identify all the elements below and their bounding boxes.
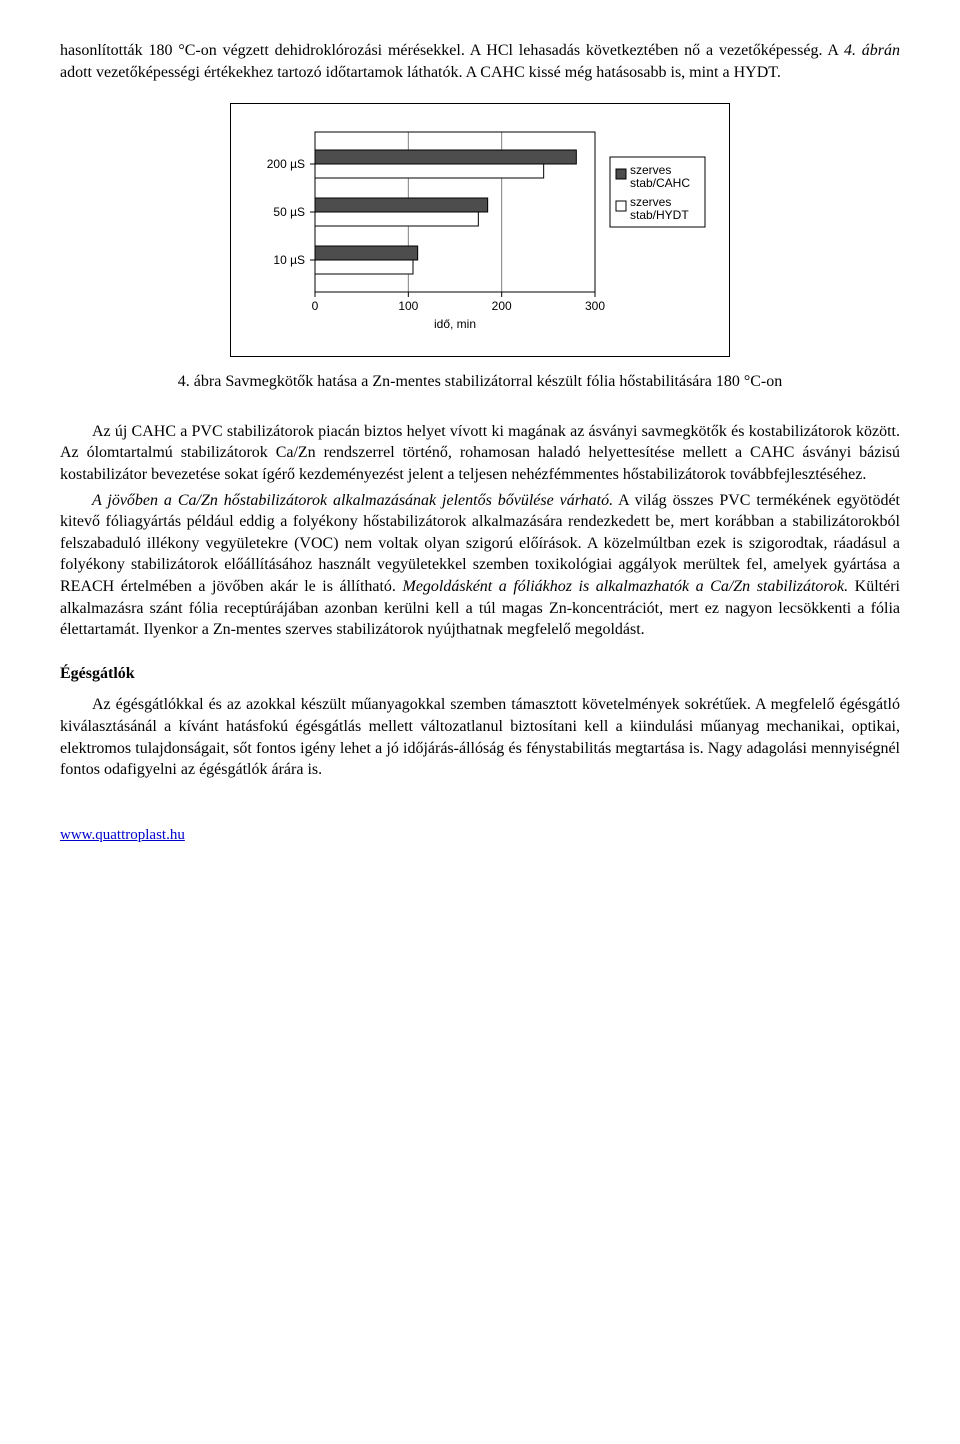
svg-text:50 µS: 50 µS [273, 205, 305, 219]
svg-text:10 µS: 10 µS [273, 253, 305, 267]
svg-text:100: 100 [398, 299, 418, 313]
intro-text-c: adott vezetőképességi értékekhez tartozó… [60, 64, 781, 81]
section-heading: Égésgátlók [60, 663, 900, 685]
body-paragraph-2: Az új CAHC a PVC stabilizátorok piacán b… [60, 421, 900, 486]
svg-text:stab/CAHC: stab/CAHC [630, 176, 690, 190]
footer-link[interactable]: www.quattroplast.hu [60, 825, 185, 845]
intro-text-a: hasonlították 180 °C-on végzett dehidrok… [60, 42, 844, 59]
chart-container: 200 µS 50 µS 10 µS 0 100 200 300 idő, min szerve… [230, 103, 730, 357]
body-p3-a: A jövőben a Ca/Zn hőstabilizátorok alkal… [92, 492, 613, 509]
svg-text:szerves: szerves [630, 195, 671, 209]
figure-caption: 4. ábra Savmegkötők hatása a Zn-mentes s… [144, 371, 816, 393]
svg-text:stab/HYDT: stab/HYDT [630, 208, 689, 222]
intro-figure-ref: 4. ábrán [844, 42, 900, 59]
body-paragraph-3: A jövőben a Ca/Zn hőstabilizátorok alkal… [60, 490, 900, 641]
svg-text:szerves: szerves [630, 163, 671, 177]
svg-text:300: 300 [585, 299, 605, 313]
body-paragraph-4: Az égésgátlókkal és az azokkal készült m… [60, 694, 900, 780]
svg-text:0: 0 [312, 299, 319, 313]
svg-text:idő, min: idő, min [434, 317, 476, 331]
svg-text:200 µS: 200 µS [267, 157, 305, 171]
body-p3-c: Megoldásként a fóliákhoz is alkalmazható… [402, 578, 848, 595]
intro-paragraph: hasonlították 180 °C-on végzett dehidrok… [60, 40, 900, 83]
svg-text:200: 200 [492, 299, 512, 313]
bar-chart: 200 µS 50 µS 10 µS 0 100 200 300 idő, min szerve… [245, 122, 715, 342]
